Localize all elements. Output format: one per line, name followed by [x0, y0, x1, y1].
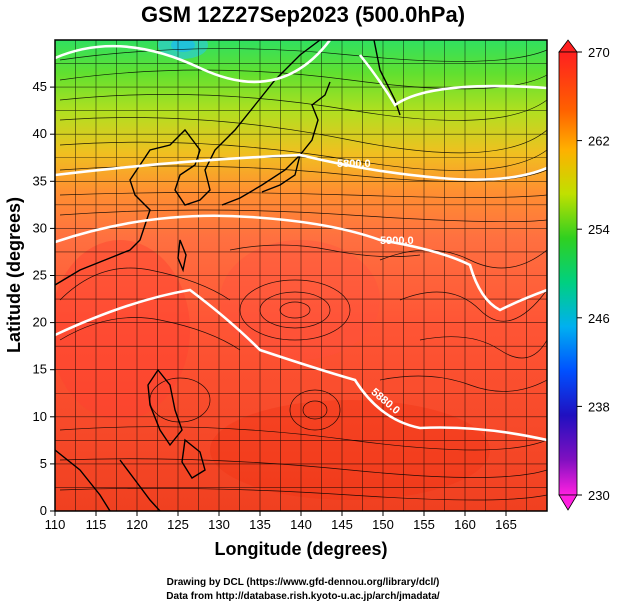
- x-tick-label: 115: [86, 517, 107, 532]
- x-tick-label: 160: [454, 517, 476, 532]
- x-tick-label: 130: [208, 517, 230, 532]
- colorbar-tick-label: 246: [588, 311, 610, 326]
- contour-label-5900: 5900.0: [380, 235, 414, 247]
- warm-region-center: [220, 240, 380, 360]
- colorbar-scale: [558, 51, 578, 496]
- x-tick-label: 125: [167, 517, 189, 532]
- colorbar-tick-label: 238: [588, 399, 610, 414]
- colorbar-tick-label: 270: [588, 45, 610, 60]
- colorbar-top-arrow: [558, 39, 578, 53]
- y-tick-label: 10: [33, 409, 47, 424]
- x-tick-label: 150: [372, 517, 394, 532]
- y-tick-label: 5: [40, 456, 47, 471]
- x-tick-label: 110: [45, 517, 66, 532]
- colorbar-tick-label: 230: [588, 488, 610, 503]
- contour-lines: [55, 40, 547, 442]
- x-axis-label: Longitude (degrees): [214, 539, 387, 559]
- x-tick-label: 155: [413, 517, 435, 532]
- y-tick-label: 25: [33, 268, 47, 283]
- y-tick-label: 30: [33, 220, 47, 235]
- credit-drawing: Drawing by DCL (https://www.gfd-dennou.o…: [167, 577, 440, 588]
- y-tick-label: 20: [33, 315, 47, 330]
- x-tick-label: 140: [290, 517, 312, 532]
- colorbar-ticks: 270 262 254 246 238 230: [577, 45, 610, 503]
- map-title: GSM 12Z27Sep2023 (500.0hPa): [141, 2, 465, 27]
- warm-region-south: [210, 400, 490, 500]
- x-tick-label: 120: [126, 517, 148, 532]
- contour-5800-arc: [358, 54, 547, 107]
- y-axis-label: Latitude (degrees): [4, 197, 24, 353]
- contour-5900: [55, 214, 547, 312]
- colorbar-tick-label: 262: [588, 134, 610, 149]
- y-tick-label: 35: [33, 173, 47, 188]
- contour-5800: [55, 153, 547, 181]
- warm-region-west: [55, 240, 190, 420]
- colorbar-tick-label: 254: [588, 222, 610, 237]
- contour-5800-north: [55, 40, 332, 84]
- y-tick-label: 15: [33, 362, 47, 377]
- colorbar: 270 262 254 246 238 230: [558, 39, 610, 511]
- contour-label-5800: 5800.0: [337, 158, 371, 170]
- colorbar-bottom-arrow: [558, 494, 578, 511]
- x-axis: 110 115 120 125 130 135 140 145 150 155 160 165: [45, 511, 517, 532]
- y-tick-label: 40: [33, 126, 47, 141]
- x-tick-label: 145: [331, 517, 353, 532]
- x-tick-label: 165: [495, 517, 517, 532]
- plot-area: 5800.0 5900.0 5880.0: [55, 40, 547, 511]
- y-tick-label: 0: [40, 503, 47, 518]
- y-tick-label: 45: [33, 79, 47, 94]
- contour-5880: [55, 288, 547, 442]
- x-tick-label: 135: [249, 517, 271, 532]
- credit-data: Data from http://database.rish.kyoto-u.a…: [166, 591, 440, 602]
- y-axis: 0 5 10 15 20 25 30 35 40 45: [33, 79, 55, 518]
